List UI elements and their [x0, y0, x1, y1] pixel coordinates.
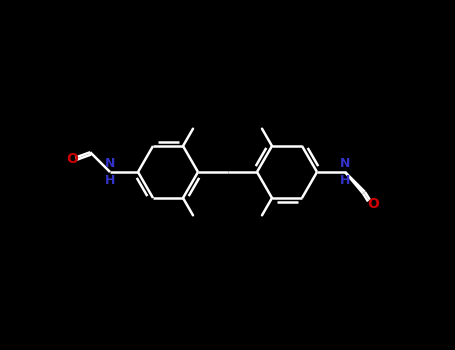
Text: H: H — [340, 174, 350, 187]
Text: N: N — [105, 157, 115, 170]
Text: H: H — [105, 174, 115, 187]
Text: O: O — [367, 197, 379, 211]
Text: N: N — [340, 157, 350, 170]
Text: O: O — [66, 152, 78, 166]
